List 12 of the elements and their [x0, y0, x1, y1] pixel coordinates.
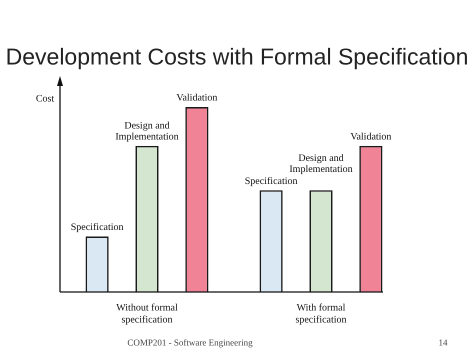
series-label: Validation — [176, 92, 218, 104]
chart-title: Development Costs with Formal Specification — [6, 43, 468, 70]
series-label: Design and Implementation — [115, 120, 179, 142]
x-tick-label: Without formal specification — [116, 302, 178, 326]
text: Specification — [244, 176, 298, 187]
y-axis-title: Cost — [36, 94, 54, 105]
text: Design and Implementation — [289, 152, 353, 175]
x-tick-label: With formal specification — [295, 302, 347, 326]
text: COMP201 - Software Engineering — [127, 337, 254, 348]
text: 14 — [438, 337, 448, 348]
text: Validation — [350, 131, 392, 142]
series-label: Specification — [70, 222, 124, 234]
